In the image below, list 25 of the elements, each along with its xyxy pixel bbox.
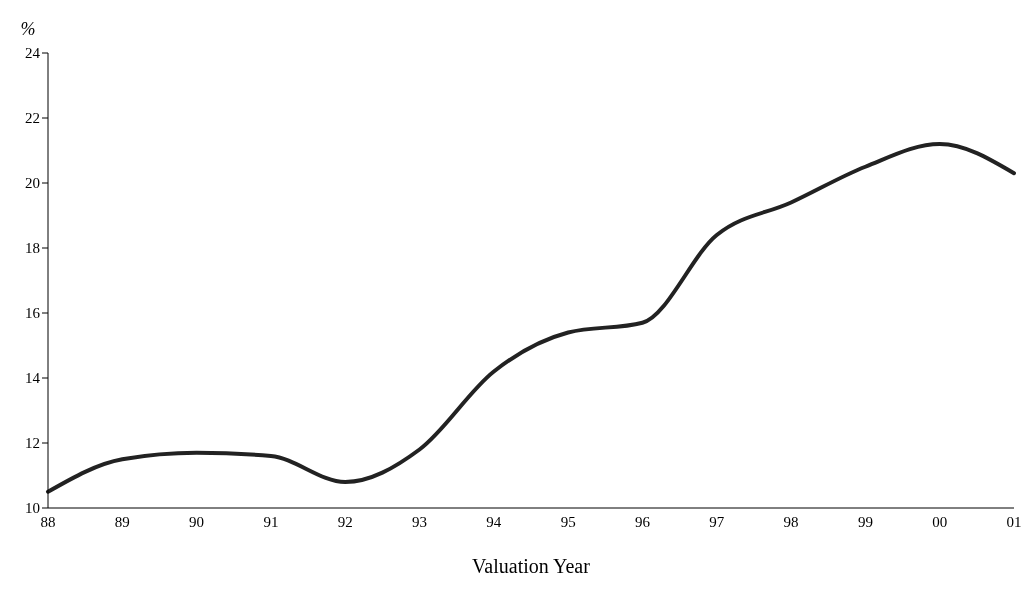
y-tick-label: 14	[25, 370, 41, 387]
y-tick-label: 16	[25, 305, 41, 322]
y-tick-label: 10	[25, 500, 40, 517]
line-series	[46, 142, 1016, 494]
x-tick-label: 92	[337, 513, 353, 530]
x-tick-label: 00	[932, 513, 948, 530]
x-tick-label: 90	[189, 513, 205, 530]
x-tick-label: 01	[1006, 513, 1022, 530]
x-tick-label: 89	[114, 513, 130, 530]
y-axis-title: %	[20, 19, 36, 39]
x-tick-label: 94	[486, 513, 502, 530]
x-tick-label: 97	[709, 513, 725, 530]
x-tick-label: 91	[263, 513, 279, 530]
y-tick-label: 12	[25, 435, 40, 452]
x-tick-label: 93	[412, 513, 428, 530]
y-tick-label: 22	[25, 110, 40, 127]
x-axis-title: Valuation Year	[472, 555, 591, 577]
x-tick-label: 99	[857, 513, 873, 530]
y-tick-label: 24	[25, 45, 41, 62]
y-tick-label: 18	[25, 240, 40, 257]
x-tick-label: 95	[560, 513, 576, 530]
x-tick-label: 88	[40, 513, 56, 530]
x-tick-label: 98	[783, 513, 799, 530]
x-tick-label: 96	[634, 513, 651, 530]
y-tick-label: 20	[25, 175, 40, 192]
